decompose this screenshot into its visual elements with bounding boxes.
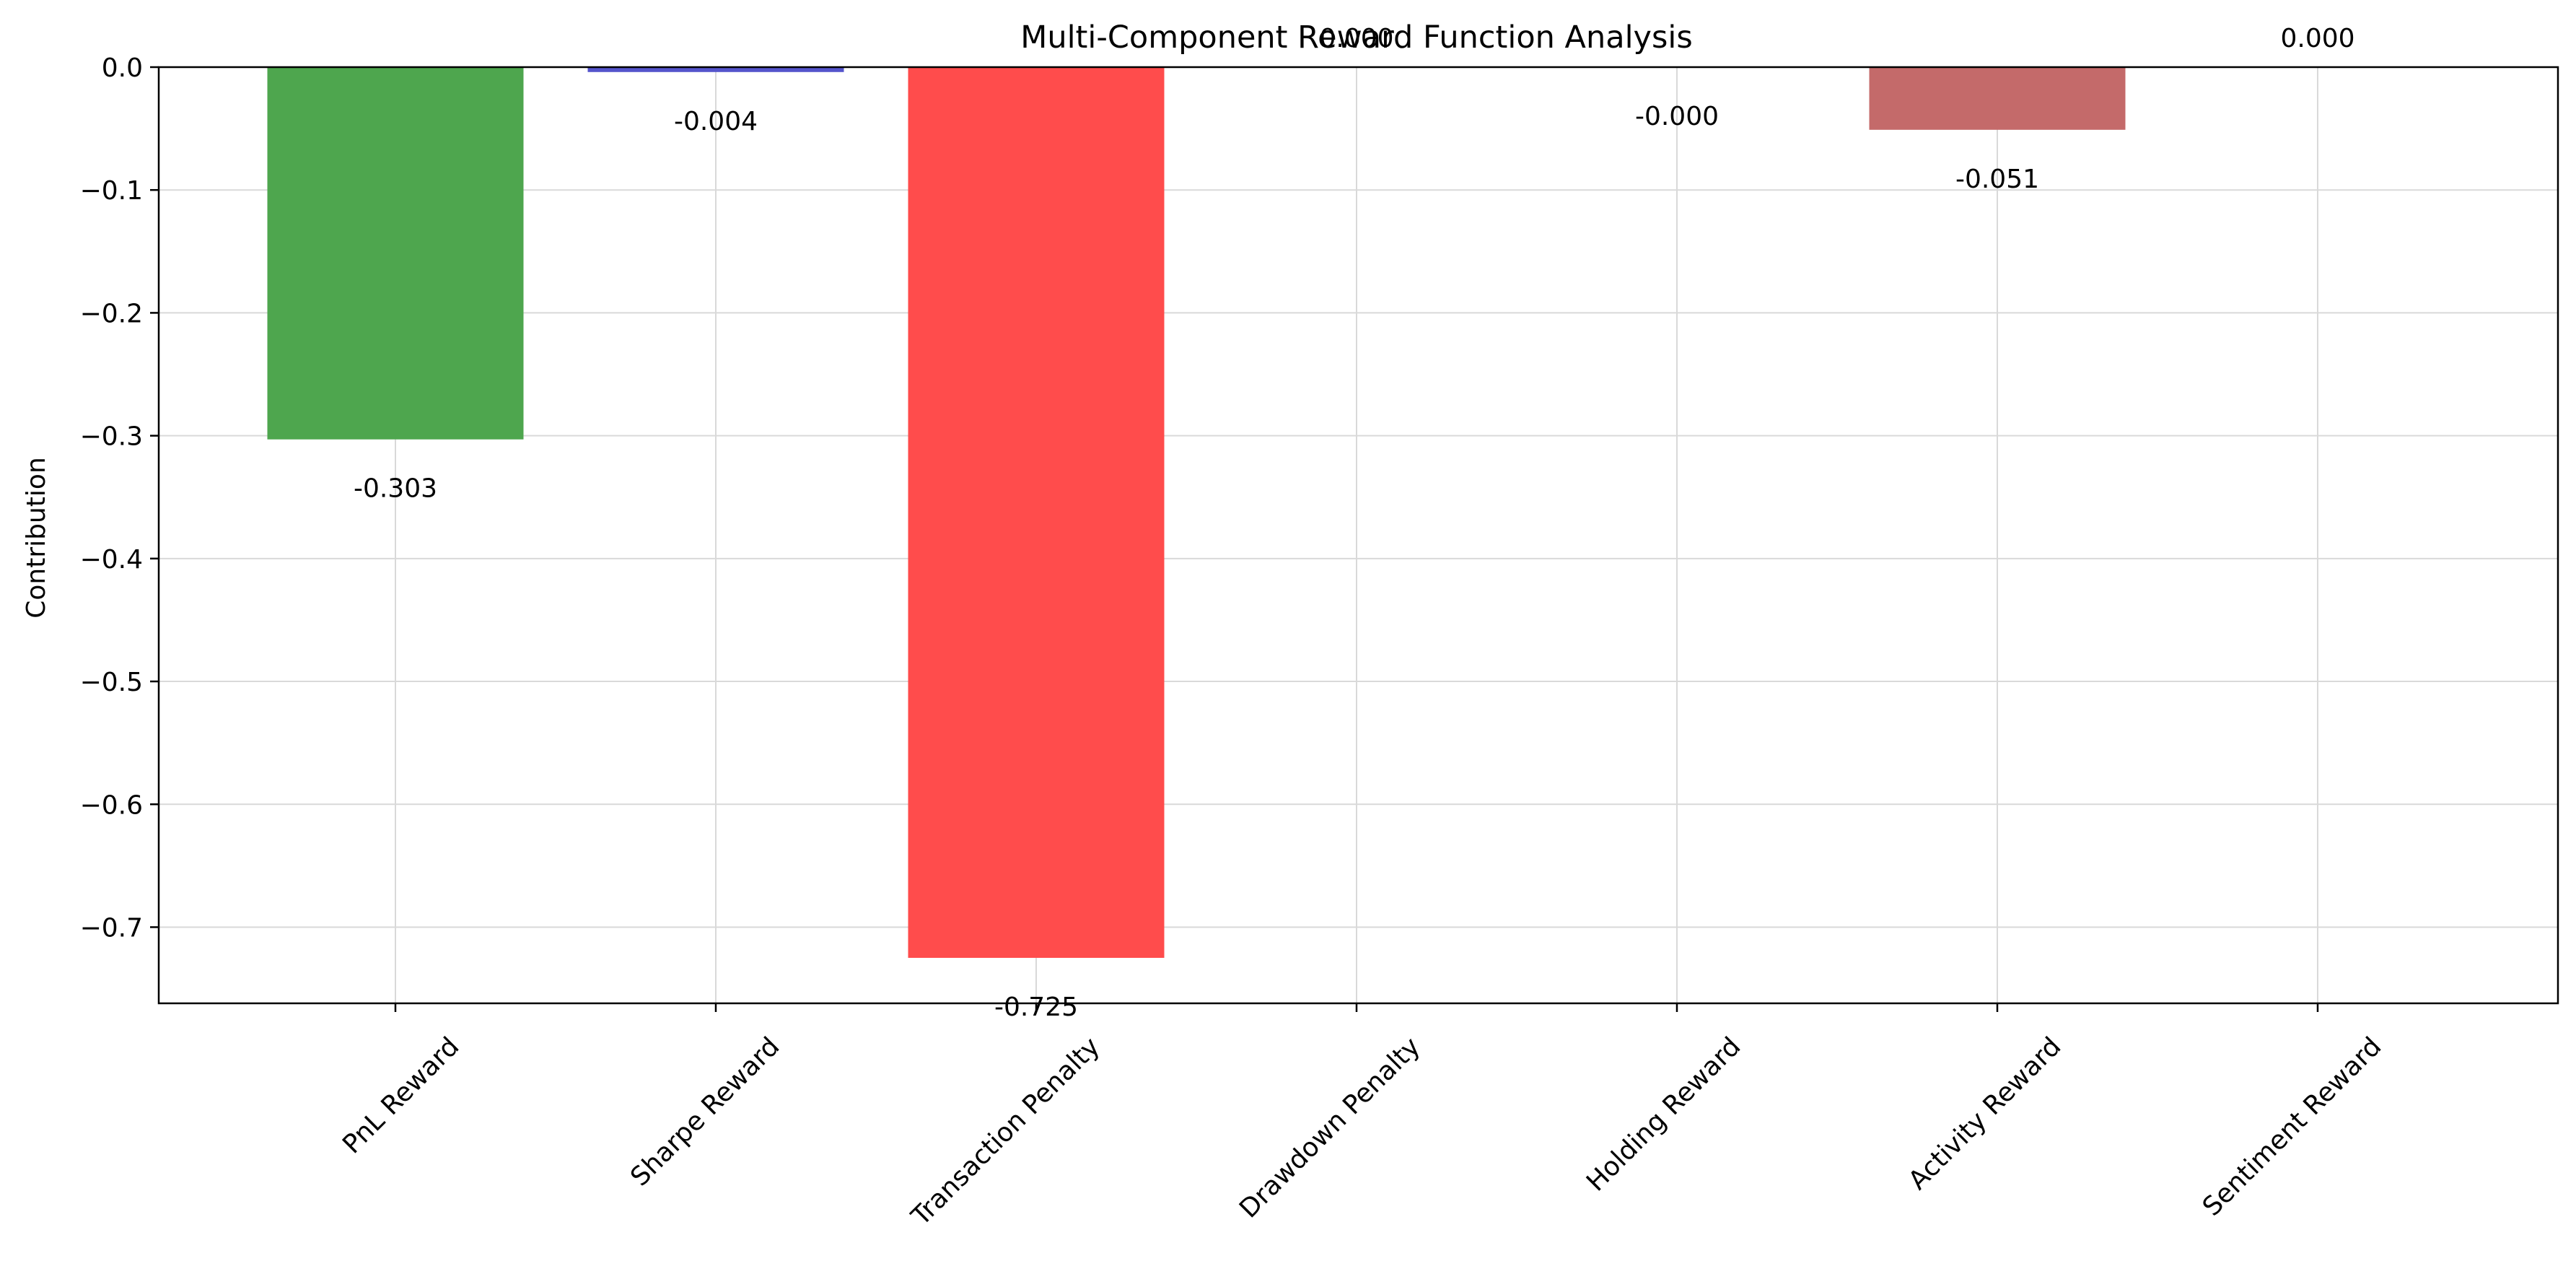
y-tick-label: −0.4 [80,545,143,575]
bars [267,67,2126,959]
x-tick-label: Holding Reward [1581,1031,1746,1197]
data-label: -0.000 [1635,102,1719,131]
data-label: -0.004 [674,107,758,136]
data-label: -0.051 [1955,165,2039,194]
plot-frame [157,66,2559,1005]
y-tick-label: −0.7 [80,913,143,943]
data-labels: -0.303 -0.004 -0.725 0.000 -0.000 -0.051 0.000 [354,24,2355,1022]
y-tick-label: −0.6 [80,790,143,820]
data-label: 0.000 [2280,24,2354,53]
chart-title: Multi-Component Reward Function Analysis [1020,19,1692,56]
y-tick-label: 0.0 [102,53,143,83]
x-tick-label: PnL Reward [337,1031,465,1159]
bar [1869,67,2126,130]
y-tick-label: −0.2 [80,299,143,328]
bar [587,67,844,72]
y-tick-label: −0.5 [80,668,143,697]
x-tick-label: Transaction Penalty [906,1031,1105,1231]
x-tick-label: Activity Reward [1903,1031,2067,1195]
y-tick-label: −0.3 [80,422,143,452]
x-tick-label: Sharpe Reward [625,1031,785,1192]
bar [908,67,1165,959]
x-tick-label: Sentiment Reward [2197,1031,2387,1221]
x-tick-label: Drawdown Penalty [1234,1031,1426,1223]
y-tick-label: −0.1 [80,176,143,206]
data-label: -0.725 [994,992,1078,1022]
y-axis-label: Contribution [22,457,51,619]
bar [267,67,524,440]
data-label: -0.303 [354,474,437,504]
data-label: 0.000 [1319,24,1393,53]
